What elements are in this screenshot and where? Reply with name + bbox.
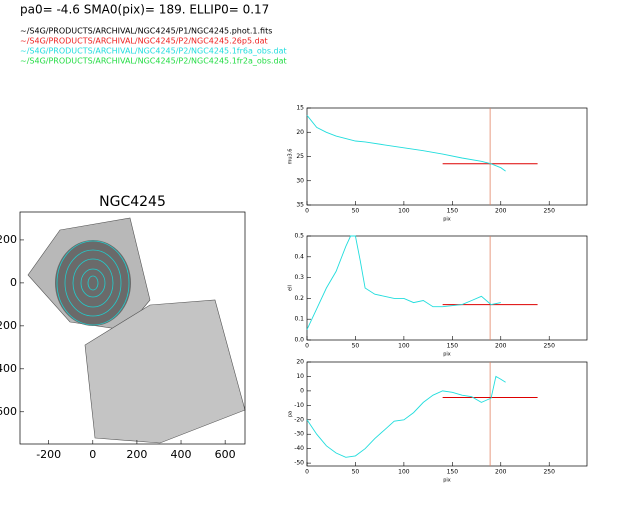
x-tick-label: 250 xyxy=(543,469,555,476)
y-tick-label: 10 xyxy=(296,373,304,380)
profile-line xyxy=(306,375,506,458)
y-axis-label: ell xyxy=(288,285,294,291)
isophote xyxy=(56,240,130,326)
header-title: pa0= -4.6 SMA0(pix)= 189. ELLIP0= 0.17 xyxy=(20,3,269,17)
y-tick-label: 0.5 xyxy=(294,233,304,240)
file-path: ~/S4G/PRODUCTS/ARCHIVAL/NGC4245/P2/NGC42… xyxy=(20,47,287,56)
file-path: ~/S4G/PRODUCTS/ARCHIVAL/NGC4245/P2/NGC42… xyxy=(20,37,268,46)
y-tick-label: 20 xyxy=(296,129,304,136)
y-tick-label: -50 xyxy=(294,460,304,467)
x-tick-label: 0 xyxy=(305,208,309,215)
y-tick-label: 200 xyxy=(0,319,17,332)
x-tick-label: 0 xyxy=(305,469,309,476)
footprint-2 xyxy=(84,299,246,444)
x-tick-label: 150 xyxy=(447,208,459,215)
y-axis-label: mu3.6 xyxy=(288,149,294,165)
y-tick-label: 0.3 xyxy=(294,274,304,281)
x-tick-label: 100 xyxy=(398,343,410,350)
y-tick-label: 15 xyxy=(296,105,304,112)
x-tick-label: 200 xyxy=(495,343,507,350)
isophote xyxy=(72,258,114,308)
plot-frame xyxy=(306,235,588,341)
y-tick-label: -20 xyxy=(294,416,304,423)
y-tick-label: 400 xyxy=(0,362,17,375)
x-tick-label: 0 xyxy=(305,343,309,350)
y-tick-label: 0.4 xyxy=(294,253,304,260)
y-tick-label: 25 xyxy=(296,153,304,160)
x-tick-label: 100 xyxy=(398,469,410,476)
galaxy-core xyxy=(55,240,131,326)
image-title: NGC4245 xyxy=(99,194,166,210)
x-tick-label: 400 xyxy=(171,448,192,461)
y-tick-label: -40 xyxy=(294,445,304,452)
x-tick-label: 100 xyxy=(398,208,410,215)
x-tick-label: 250 xyxy=(543,208,555,215)
x-tick-label: 600 xyxy=(215,448,236,461)
x-tick-label: -200 xyxy=(36,448,61,461)
x-tick-label: 200 xyxy=(495,469,507,476)
x-axis-label: pix xyxy=(443,478,451,484)
y-axis-label: pa xyxy=(288,411,294,417)
y-tick-label: 0 xyxy=(300,387,304,394)
x-tick-label: 150 xyxy=(447,469,459,476)
y-tick-label: -200 xyxy=(0,233,17,246)
x-tick-label: 50 xyxy=(352,208,360,215)
y-tick-label: 35 xyxy=(296,202,304,209)
profile-line xyxy=(306,235,501,330)
y-tick-label: 0.2 xyxy=(294,295,304,302)
y-tick-label: 30 xyxy=(296,177,304,184)
x-tick-label: 150 xyxy=(447,343,459,350)
y-tick-label: -10 xyxy=(294,402,304,409)
x-axis-label: pix xyxy=(443,217,451,223)
file-path: ~/S4G/PRODUCTS/ARCHIVAL/NGC4245/P2/NGC42… xyxy=(20,57,287,66)
galaxy-footprint xyxy=(27,217,246,444)
isophote xyxy=(64,249,122,317)
isophotes xyxy=(56,240,130,326)
x-tick-label: 50 xyxy=(352,469,360,476)
y-tick-label: 20 xyxy=(296,359,304,366)
x-axis-label: pix xyxy=(443,352,451,358)
file-path: ~/S4G/PRODUCTS/ARCHIVAL/NGC4245/P1/NGC42… xyxy=(20,27,272,36)
y-tick-label: 0.1 xyxy=(294,316,304,323)
x-tick-label: 50 xyxy=(352,343,360,350)
x-tick-label: 0 xyxy=(89,448,96,461)
plot-frame xyxy=(19,211,246,445)
x-tick-label: 250 xyxy=(543,343,555,350)
x-tick-label: 200 xyxy=(126,448,147,461)
profile-line xyxy=(306,115,506,172)
plot-frame xyxy=(306,361,588,467)
y-tick-label: 600 xyxy=(0,405,17,418)
isophote xyxy=(87,275,99,291)
y-tick-label: 0 xyxy=(10,276,17,289)
x-tick-label: 200 xyxy=(495,208,507,215)
isophote xyxy=(80,268,106,298)
y-tick-label: -30 xyxy=(294,431,304,438)
y-tick-label: 0.0 xyxy=(294,337,304,344)
